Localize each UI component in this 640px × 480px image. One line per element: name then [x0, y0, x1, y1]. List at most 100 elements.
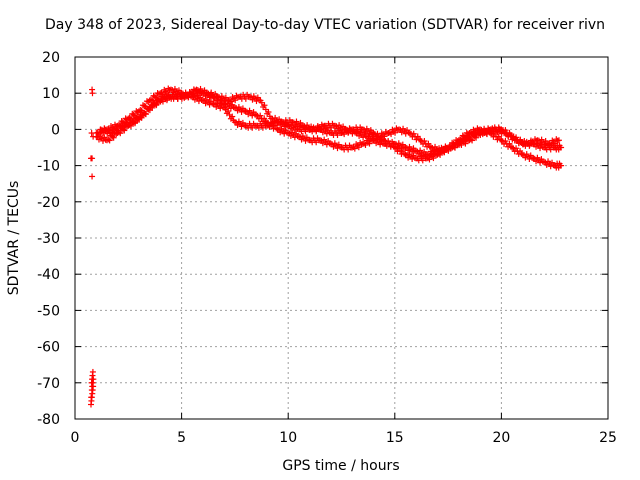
- data-point: [89, 379, 96, 386]
- data-point: [498, 137, 505, 144]
- data-point: [245, 111, 252, 118]
- data-point: [90, 376, 97, 383]
- data-point: [349, 130, 356, 137]
- tick-labels: 0 5 10 15 20 25 -80 -70 -60 -50 -40 -30 -20 -10 0 10 20: [37, 50, 617, 446]
- data-point: [273, 125, 280, 132]
- data-point: [426, 156, 433, 163]
- data-point: [227, 105, 234, 112]
- data-point: [160, 94, 167, 101]
- data-point: [543, 161, 550, 168]
- data-point: [319, 140, 326, 147]
- y-tick-label: -70: [37, 376, 60, 392]
- data-point: [229, 113, 236, 120]
- data-point: [265, 109, 272, 116]
- data-point: [506, 140, 513, 147]
- data-point: [253, 98, 260, 105]
- y-tick-label: -50: [37, 303, 60, 319]
- data-points: [87, 85, 565, 408]
- data-point: [146, 107, 153, 114]
- data-point: [87, 155, 94, 162]
- data-point: [296, 123, 303, 130]
- data-point: [517, 147, 524, 154]
- data-point: [287, 125, 294, 132]
- data-point: [522, 154, 529, 161]
- data-point: [136, 116, 143, 123]
- data-point: [338, 127, 345, 134]
- data-point: [515, 140, 522, 147]
- data-point: [206, 101, 213, 108]
- data-point: [142, 111, 149, 118]
- data-point: [456, 141, 463, 148]
- data-point: [249, 96, 256, 103]
- data-point: [551, 140, 558, 147]
- data-point: [110, 130, 117, 137]
- data-point: [213, 103, 220, 110]
- data-point: [498, 130, 505, 137]
- data-point: [253, 111, 260, 118]
- data-point: [450, 143, 457, 150]
- data-point: [210, 94, 217, 101]
- data-point: [323, 130, 330, 137]
- y-tick-label: 10: [42, 86, 60, 102]
- x-tick-label: 25: [599, 430, 617, 446]
- data-point: [147, 96, 154, 103]
- data-point: [196, 89, 203, 96]
- data-point: [200, 90, 207, 97]
- x-tick-label: 0: [71, 430, 80, 446]
- y-tick-label: -10: [37, 159, 60, 175]
- data-point: [217, 105, 224, 112]
- y-tick-label: -80: [37, 412, 60, 428]
- data-point: [138, 107, 145, 114]
- x-tick-label: 15: [386, 430, 404, 446]
- data-point: [506, 130, 513, 137]
- x-tick-label: 10: [279, 430, 297, 446]
- data-point: [156, 97, 163, 104]
- data-point: [541, 141, 548, 148]
- data-point: [132, 119, 139, 126]
- data-point: [274, 119, 281, 126]
- data-point: [104, 130, 111, 137]
- data-point: [377, 134, 384, 141]
- data-point: [355, 144, 362, 151]
- data-point: [89, 173, 96, 180]
- data-point: [509, 144, 516, 151]
- data-point: [287, 132, 294, 139]
- data-point: [189, 91, 196, 98]
- data-point: [494, 129, 501, 136]
- data-point: [184, 92, 191, 99]
- data-point: [109, 129, 116, 136]
- axes: [74, 56, 609, 420]
- data-point: [445, 147, 452, 154]
- data-point: [409, 156, 416, 163]
- data-point: [510, 133, 517, 140]
- data-point: [89, 368, 96, 375]
- data-point: [261, 102, 268, 109]
- data-point: [141, 110, 148, 117]
- data-point: [537, 140, 544, 147]
- data-point: [266, 123, 273, 130]
- data-point: [317, 126, 324, 133]
- data-point: [414, 133, 421, 140]
- data-point: [454, 140, 461, 147]
- data-point: [395, 145, 402, 152]
- data-point: [526, 141, 533, 148]
- data-point: [113, 126, 120, 133]
- data-point: [143, 98, 150, 105]
- data-point: [152, 100, 159, 107]
- data-point: [134, 115, 141, 122]
- data-point: [234, 107, 241, 114]
- data-point: [121, 123, 128, 130]
- y-tick-label: -60: [37, 340, 60, 356]
- data-point: [461, 136, 468, 143]
- data-point: [417, 137, 424, 144]
- data-point: [452, 144, 459, 151]
- data-point: [362, 141, 369, 148]
- data-point: [135, 108, 142, 115]
- data-point: [405, 154, 412, 161]
- data-point: [95, 131, 102, 138]
- data-point: [385, 137, 392, 144]
- data-point: [234, 122, 241, 129]
- data-point: [351, 145, 358, 152]
- data-point: [185, 94, 192, 101]
- data-point: [330, 143, 337, 150]
